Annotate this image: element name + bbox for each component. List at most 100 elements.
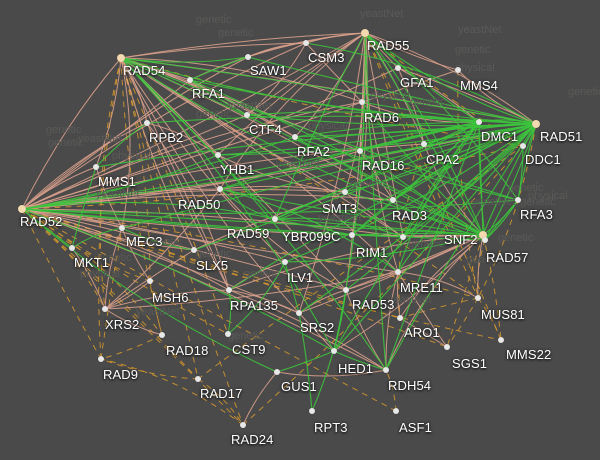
network-edge — [120, 57, 195, 251]
network-node-aro1[interactable] — [397, 315, 403, 321]
network-node-cst9[interactable] — [225, 331, 231, 337]
network-edge — [21, 208, 335, 352]
network-edge — [104, 227, 123, 310]
network-node-rfa3[interactable] — [515, 197, 521, 203]
network-edge — [397, 121, 480, 273]
network-node-rad18[interactable] — [159, 332, 165, 338]
network-node-rpb2[interactable] — [144, 120, 150, 126]
network-edge — [482, 234, 502, 341]
network-edge — [247, 56, 537, 125]
network-node-rad9[interactable] — [98, 356, 104, 362]
network-node-rim1[interactable] — [400, 234, 406, 240]
network-node-smt3[interactable] — [342, 189, 348, 195]
network-edge — [457, 69, 537, 125]
network-edge — [21, 208, 163, 336]
network-edge — [100, 358, 199, 380]
network-edge — [242, 145, 524, 426]
network-node-mec3[interactable] — [119, 225, 125, 231]
network-node-asf1[interactable] — [393, 408, 399, 414]
network-edge — [305, 42, 363, 103]
network-node-rad16[interactable] — [357, 148, 363, 154]
network-node-gus1[interactable] — [274, 369, 280, 375]
network-edge — [146, 122, 230, 291]
network-edge — [298, 312, 313, 412]
network-node-rfa1[interactable] — [187, 77, 193, 83]
network-node-srs2[interactable] — [296, 310, 302, 316]
network-node-mre11[interactable] — [395, 269, 401, 275]
network-edge — [298, 312, 335, 352]
network-node-rad3[interactable] — [390, 197, 396, 203]
network-edge — [484, 199, 519, 241]
network-node-ilv1[interactable] — [282, 259, 288, 265]
network-edge — [482, 199, 519, 236]
network-edge — [21, 208, 229, 335]
network-node-rad17[interactable] — [195, 376, 201, 382]
network-edge — [189, 79, 537, 125]
network-node-rad24[interactable] — [240, 422, 246, 428]
network-node-csm3[interactable] — [303, 40, 309, 46]
network-edge — [21, 208, 484, 236]
network-edge — [197, 378, 244, 426]
network-node-xrs2[interactable] — [102, 306, 108, 312]
network-edge — [305, 42, 537, 125]
network-edge — [364, 32, 387, 371]
network-edge — [477, 239, 486, 299]
network-node-hed1[interactable] — [331, 348, 337, 354]
network-edge — [276, 350, 335, 373]
network-edge — [21, 208, 448, 348]
network-edge — [21, 208, 347, 291]
network-node-rad54[interactable] — [117, 54, 125, 62]
network-edge — [21, 208, 479, 299]
network-edge — [104, 280, 151, 310]
network-node-saw1[interactable] — [245, 54, 251, 60]
network-node-rad59[interactable] — [272, 216, 278, 222]
network-edge — [484, 199, 519, 241]
network-edge — [364, 32, 459, 71]
network-node-rad53[interactable] — [343, 287, 349, 293]
network-edge — [294, 121, 480, 138]
network-node-rad50[interactable] — [217, 186, 223, 192]
network-node-rad51[interactable] — [532, 120, 540, 128]
network-node-mms4[interactable] — [455, 67, 461, 73]
network-edge — [227, 261, 286, 335]
network-node-dmc1[interactable] — [476, 119, 482, 125]
network-node-mkt1[interactable] — [69, 245, 75, 251]
network-edge — [219, 121, 480, 190]
network-node-rad55[interactable] — [361, 29, 369, 37]
network-node-mus81[interactable] — [475, 295, 481, 301]
network-edge — [21, 101, 363, 210]
network-node-gfa1[interactable] — [395, 65, 401, 71]
network-node-ddc1[interactable] — [520, 143, 526, 149]
network-node-cpa2[interactable] — [421, 141, 427, 147]
network-node-sgs1[interactable] — [444, 344, 450, 350]
network-node-msh6[interactable] — [147, 278, 153, 284]
network-edge — [120, 32, 366, 59]
network-node-rpt3[interactable] — [309, 408, 315, 414]
network-edge — [397, 271, 448, 348]
network-edge — [392, 199, 484, 236]
network-node-rpa135[interactable] — [226, 287, 232, 293]
network-edge — [120, 42, 307, 59]
network-node-rad6[interactable] — [359, 99, 365, 105]
network-edge — [276, 369, 387, 377]
network-edge — [219, 188, 399, 273]
network-node-rad52[interactable] — [18, 205, 26, 213]
network-node-ybr099c[interactable] — [349, 232, 355, 238]
network-node-mms22[interactable] — [498, 337, 504, 343]
network-edge — [98, 57, 122, 360]
network-edge — [385, 121, 480, 371]
network-edge — [242, 371, 278, 426]
network-edge — [197, 145, 524, 380]
network-edge — [345, 271, 399, 291]
network-node-yhb1[interactable] — [215, 152, 221, 158]
network-node-rdh54[interactable] — [383, 367, 389, 373]
network-node-slx5[interactable] — [191, 247, 197, 253]
network-node-rad57[interactable] — [482, 237, 488, 243]
network-edge — [120, 57, 244, 426]
network-node-snf2[interactable] — [479, 231, 487, 239]
network-node-ctf4[interactable] — [244, 112, 250, 118]
network-node-rfa2[interactable] — [292, 134, 298, 140]
network-node-mms1[interactable] — [93, 164, 99, 170]
network-edge — [189, 79, 248, 116]
